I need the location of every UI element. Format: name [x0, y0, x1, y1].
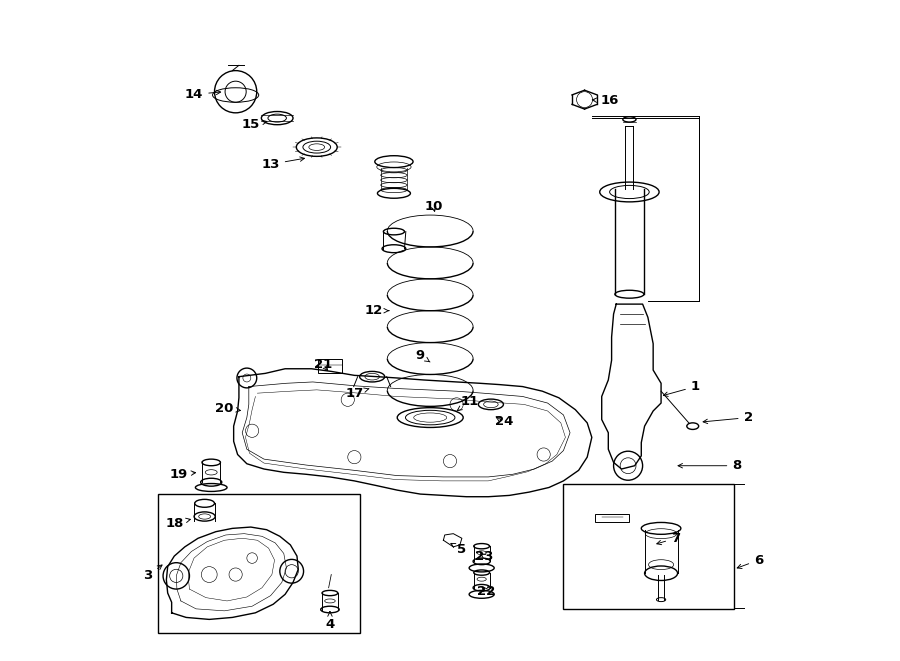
Text: 10: 10	[424, 200, 443, 213]
Bar	[318, 359, 342, 373]
Text: 9: 9	[416, 349, 430, 362]
Text: 14: 14	[184, 88, 220, 101]
Bar	[595, 514, 629, 522]
Text: 23: 23	[475, 549, 493, 563]
Text: 1: 1	[663, 380, 700, 397]
Text: 24: 24	[495, 415, 513, 428]
Text: 20: 20	[215, 402, 240, 415]
Text: 18: 18	[165, 517, 191, 529]
Text: 16: 16	[592, 95, 619, 108]
Text: 19: 19	[169, 468, 195, 481]
Text: 4: 4	[325, 611, 335, 631]
Text: 8: 8	[678, 459, 742, 472]
Text: 17: 17	[346, 387, 369, 400]
Text: 3: 3	[143, 565, 162, 582]
Text: 15: 15	[242, 118, 267, 131]
Text: 22: 22	[477, 584, 495, 598]
Text: 7: 7	[657, 532, 680, 545]
Text: 5: 5	[451, 543, 466, 556]
Text: 12: 12	[365, 304, 389, 317]
Text: 11: 11	[457, 395, 479, 410]
Ellipse shape	[599, 182, 659, 202]
Bar	[158, 494, 360, 633]
Text: 6: 6	[737, 553, 763, 568]
Text: 21: 21	[314, 358, 332, 371]
Bar	[563, 484, 733, 609]
Text: 13: 13	[261, 157, 304, 171]
Text: 2: 2	[703, 411, 752, 424]
